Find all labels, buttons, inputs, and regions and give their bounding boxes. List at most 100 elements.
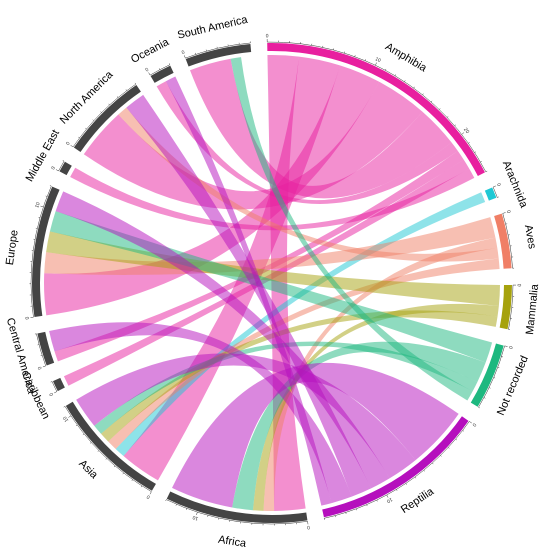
tick-amphibia-16	[430, 100, 433, 103]
tick-reptilia-2	[455, 438, 457, 441]
ribbon-amphibia-oceania	[156, 81, 458, 204]
tick-asia-9	[75, 424, 78, 427]
axis-aves	[502, 213, 513, 269]
tick-reptilia-3	[448, 447, 450, 449]
ribbon-amphibia-south-america	[190, 58, 452, 199]
tick-label-amphibia-0: 0	[266, 33, 269, 39]
sector-south-america	[185, 43, 252, 67]
tick-amphibia-9	[364, 59, 366, 61]
tick-reptilia-7	[414, 476, 417, 479]
axis-asia	[64, 406, 152, 492]
tick-label-amphibia-10: 10	[374, 56, 382, 64]
tick-asia-3	[122, 472, 124, 475]
tick-amphibia-15	[422, 93, 424, 95]
sector-central-america	[37, 331, 55, 366]
tick-reptilia-5	[432, 462, 434, 465]
sector-arachnida	[484, 187, 497, 201]
tick-amphibia-11	[385, 68, 387, 71]
label-arachnida: Arachnida	[500, 159, 530, 210]
tick-asia-11	[63, 406, 66, 408]
ribbon-amphibia-asia	[123, 56, 341, 481]
tick-central-america-0	[42, 365, 46, 368]
tick-reptilia-11	[376, 499, 378, 502]
label-not-recorded: Not recorded	[495, 354, 531, 417]
tick-asia-6	[97, 450, 99, 452]
ribbon-amphibia-north-america	[83, 81, 423, 210]
label-aves: Aves	[522, 224, 538, 250]
tick-north-america-6	[116, 96, 119, 98]
tick-north-america-0	[70, 145, 74, 148]
sector-aves	[494, 213, 512, 269]
ribbon-mammalia-europe	[46, 231, 500, 307]
tick-asia-2	[131, 479, 133, 481]
tick-asia-7	[89, 442, 92, 444]
axis-north-america	[72, 83, 136, 148]
tick-middle-east-1	[62, 160, 65, 162]
tick-north-america-4	[100, 111, 102, 113]
tick-reptilia-13	[356, 508, 357, 511]
tick-not-recorded-6	[478, 407, 480, 409]
tick-south-america-0	[184, 55, 186, 59]
tick-not-recorded-5	[483, 397, 486, 399]
label-middle-east: Middle East	[24, 128, 62, 184]
sector-caribbean	[52, 377, 65, 392]
tick-amphibia-12	[394, 74, 397, 76]
tick-reptilia-8	[405, 483, 407, 485]
ribbon-reptilia-central-america	[49, 322, 352, 504]
tick-asia-8	[82, 433, 85, 435]
tick-asia-0	[149, 491, 152, 495]
tick-label-africa-10: 10	[192, 514, 199, 521]
sector-layer: 0 10 20 0 0 0 0 0 10 0 10 0 10 0 0 0 10 0 0 0 0	[25, 33, 522, 530]
tick-label-arachnida-0: 0	[495, 182, 502, 187]
tick-label-not-recorded-0: 0	[507, 345, 514, 349]
sector-reptilia	[322, 416, 469, 518]
tick-asia-4	[113, 465, 116, 468]
tick-asia-10	[68, 415, 72, 418]
tick-amphibia-13	[404, 80, 406, 82]
tick-label-middle-east-0: 0	[50, 166, 57, 171]
sector-africa	[166, 491, 308, 523]
sector-amphibia	[267, 42, 485, 177]
tick-not-recorded-4	[489, 387, 491, 389]
tick-amphibia-24	[485, 170, 488, 173]
tick-label-reptilia-0: 0	[471, 422, 478, 428]
ribbon-reptilia-north-america	[126, 94, 372, 497]
tick-north-america-5	[108, 103, 110, 106]
tick-label-mammalia-0: 0	[516, 284, 522, 287]
ribbon-layer	[43, 55, 500, 511]
label-africa: Africa	[217, 534, 247, 550]
label-central-america: Central America	[4, 317, 38, 396]
tick-label-north-america-0: 0	[65, 141, 72, 147]
tick-aves-0	[502, 212, 506, 214]
ribbon-reptilia-africa	[172, 362, 459, 508]
tick-label-asia-0: 0	[146, 493, 152, 500]
tick-asia-5	[105, 458, 107, 460]
tick-not-recorded-0	[504, 345, 508, 347]
tick-amphibia-14	[413, 86, 415, 89]
ribbon-amphibia-middle-east	[70, 167, 475, 231]
tick-amphibia-20	[461, 132, 465, 135]
tick-reptilia-12	[366, 504, 368, 507]
tick-label-central-america-0: 0	[37, 365, 44, 370]
ribbon-not-recorded-africa	[232, 341, 486, 511]
label-south-america: South America	[176, 14, 249, 42]
tick-north-america-7	[125, 89, 127, 91]
sector-not-recorded	[470, 343, 504, 407]
tick-label-asia-10: 10	[62, 415, 70, 423]
sector-oceania	[150, 65, 174, 83]
tick-caribbean-0	[54, 391, 57, 394]
tick-amphibia-8	[354, 55, 356, 57]
label-asia: Asia	[76, 458, 100, 482]
label-oceania: Oceania	[129, 36, 172, 66]
tick-reptilia-10	[386, 494, 389, 498]
tick-label-amphibia-20: 20	[462, 127, 470, 135]
tick-arachnida-1	[497, 196, 499, 198]
label-reptilia: Reptilia	[399, 485, 437, 516]
tick-middle-east-0	[55, 169, 59, 172]
tick-africa-12	[175, 504, 177, 506]
label-europe: Europe	[4, 229, 21, 266]
tick-reptilia-1	[462, 430, 465, 432]
tick-oceania-1	[158, 68, 161, 70]
sector-mammalia	[499, 284, 512, 330]
sector-europe	[31, 186, 60, 318]
